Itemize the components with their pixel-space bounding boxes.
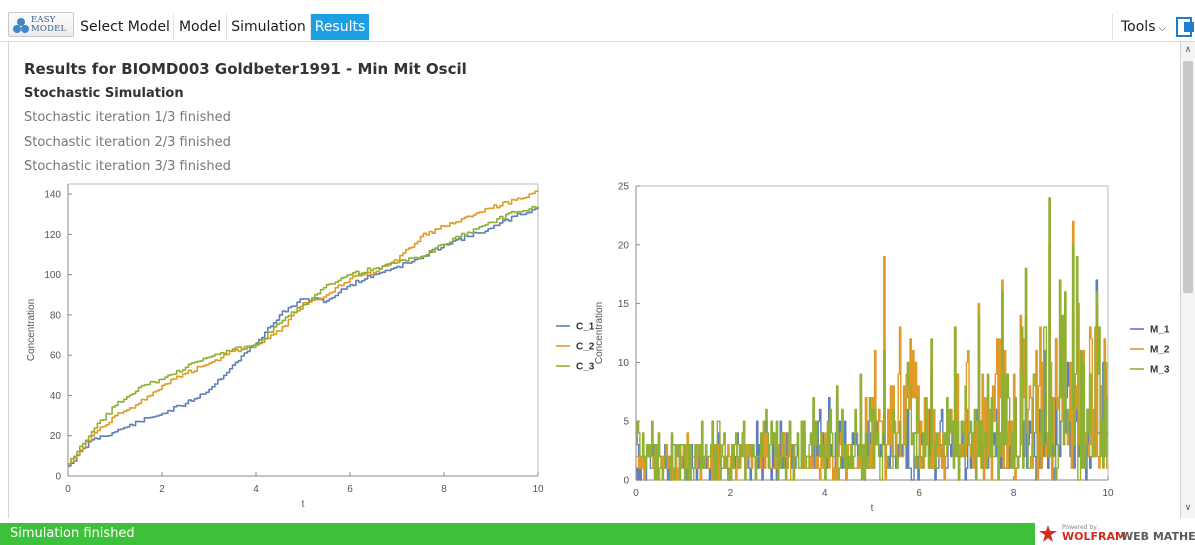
y-tick-label: 20 bbox=[618, 240, 630, 251]
legend-label: M_2 bbox=[1150, 345, 1170, 356]
scroll-down-icon[interactable]: ∨ bbox=[1184, 503, 1192, 513]
legend-label: C_1 bbox=[576, 322, 595, 333]
series-line-c-3 bbox=[68, 205, 539, 465]
series-line-c-2 bbox=[68, 190, 539, 465]
x-tick-label: 0 bbox=[633, 488, 639, 499]
x-tick-label: 6 bbox=[916, 488, 922, 499]
tools-label: Tools bbox=[1121, 19, 1156, 35]
wolfram-brand: WOLFRAM bbox=[1062, 530, 1126, 543]
x-tick-label: 10 bbox=[1102, 488, 1114, 499]
y-tick-label: 100 bbox=[44, 270, 61, 281]
y-tick-label: 25 bbox=[618, 182, 630, 193]
y-tick-label: 10 bbox=[618, 358, 630, 369]
log-line: Stochastic iteration 2/3 finished bbox=[24, 135, 231, 150]
tab-results[interactable]: Results bbox=[311, 14, 369, 40]
wolfram-spikey-icon bbox=[1039, 525, 1057, 542]
y-tick-label: 0 bbox=[55, 472, 61, 483]
y-tick-label: 15 bbox=[618, 299, 630, 310]
log-line: Stochastic iteration 3/3 finished bbox=[24, 159, 231, 174]
legend-label: M_3 bbox=[1150, 365, 1170, 376]
wolfram-product: WEB MATHEMATICA bbox=[1121, 530, 1195, 543]
concentration-c-chart: 0 20 40 60 80 100 120 140 0 2 4 6 8 10 t Concentration C… bbox=[26, 183, 595, 510]
tools-menu[interactable]: Tools ⌵ bbox=[1112, 14, 1170, 40]
x-tick-label: 4 bbox=[822, 488, 828, 499]
y-tick-label: 120 bbox=[44, 230, 61, 241]
page-title: Results for BIOMD003 Goldbeter1991 - Min… bbox=[24, 60, 467, 78]
y-tick-label: 0 bbox=[623, 476, 629, 487]
x-tick-label: 2 bbox=[159, 484, 165, 495]
legend-label: M_1 bbox=[1150, 325, 1170, 336]
status-bar: Simulation finished bbox=[0, 523, 1035, 545]
y-tick-label: 40 bbox=[50, 391, 62, 402]
series-line-m-3 bbox=[636, 197, 1108, 481]
x-tick-label: 2 bbox=[728, 488, 734, 499]
y-tick-label: 5 bbox=[623, 417, 629, 428]
chevron-down-icon: ⌵ bbox=[1158, 23, 1167, 34]
tab-simulation[interactable]: Simulation bbox=[227, 14, 311, 40]
series-line-c-1 bbox=[68, 208, 539, 467]
logo-dots-icon bbox=[13, 18, 31, 34]
powered-by-text: Powered by bbox=[1062, 524, 1097, 531]
results-panel bbox=[8, 42, 1181, 518]
vertical-scrollbar[interactable]: ∧ ∨ bbox=[1181, 42, 1195, 518]
concentration-m-chart: 0 5 10 15 20 25 0 2 4 6 8 10 t Concentration M_1 M_2 M_3 bbox=[594, 182, 1170, 515]
wolfram-badge: Powered by WOLFRAM WEB MATHEMATICA bbox=[1035, 523, 1195, 545]
series-line-m-2 bbox=[636, 220, 1108, 481]
y-tick-label: 140 bbox=[44, 190, 61, 201]
legend-label: C_3 bbox=[576, 362, 595, 373]
legend-label: C_2 bbox=[576, 342, 595, 353]
scrollbar-thumb[interactable] bbox=[1183, 61, 1193, 293]
top-menu-bar: EASY MODEL Select Model Model Simulation… bbox=[0, 0, 1195, 42]
log-line: Stochastic iteration 1/3 finished bbox=[24, 110, 231, 125]
y-tick-label: 80 bbox=[50, 310, 62, 321]
y-axis-label: Concentration bbox=[594, 302, 605, 364]
y-tick-label: 20 bbox=[50, 431, 62, 442]
x-tick-label: 4 bbox=[253, 484, 259, 495]
export-icon[interactable] bbox=[1176, 16, 1195, 38]
easymodel-logo[interactable]: EASY MODEL bbox=[8, 12, 74, 37]
tab-model[interactable]: Model bbox=[174, 14, 227, 40]
x-tick-label: 8 bbox=[441, 484, 447, 495]
x-tick-label: 10 bbox=[532, 484, 544, 495]
y-axis-label: Concentration bbox=[26, 299, 37, 361]
status-text: Simulation finished bbox=[10, 526, 135, 541]
x-axis-label: t bbox=[302, 499, 305, 510]
tab-select-model[interactable]: Select Model bbox=[77, 14, 174, 40]
x-tick-label: 0 bbox=[65, 484, 71, 495]
x-tick-label: 8 bbox=[1011, 488, 1017, 499]
section-heading: Stochastic Simulation bbox=[24, 86, 184, 101]
y-tick-label: 60 bbox=[50, 351, 62, 362]
x-axis-label: t bbox=[871, 503, 874, 514]
logo-text: EASY MODEL bbox=[31, 15, 67, 34]
scroll-up-icon[interactable]: ∧ bbox=[1184, 45, 1192, 55]
x-tick-label: 6 bbox=[347, 484, 353, 495]
